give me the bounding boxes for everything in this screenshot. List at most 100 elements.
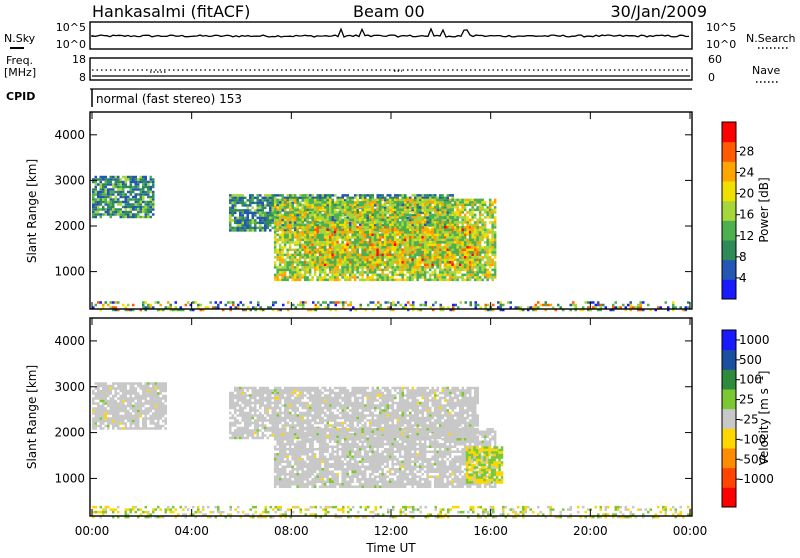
- velocity-colorbar-bin-1: [722, 467, 736, 488]
- x-tick-label-0: 00:00: [75, 524, 110, 538]
- velocity-colorbar-bin-7: [722, 349, 736, 370]
- velocity-colorbar-bin-5: [722, 389, 736, 410]
- velocity-ytick-label-1: 2000: [54, 426, 85, 440]
- power-colorbar-tick-label-6: 28: [739, 145, 754, 159]
- freq-unit: [MHz]: [4, 66, 36, 79]
- nave-label: Nave: [752, 64, 780, 77]
- station-title: Hankasalmi (fitACF): [92, 2, 250, 21]
- nsky-tick-top: 10^5: [56, 21, 86, 34]
- time-axis: 00:00 04:00 08:00 12:00 16:00 20:00 00:00: [75, 524, 708, 538]
- nave-tick-top: 60: [708, 53, 722, 66]
- power-colorbar-bin-8: [722, 122, 736, 143]
- velocity-colorbar-bin-6: [722, 369, 736, 390]
- x-tick-label-4: 16:00: [473, 524, 508, 538]
- nsearch-tick-top: 10^5: [706, 21, 736, 34]
- power-region-3-cells-0: [273, 198, 497, 282]
- power-colorbar-tick-label-5: 24: [739, 166, 754, 180]
- power-ytick-label-0: 1000: [54, 265, 85, 279]
- power-colorbar-frame: [721, 121, 737, 300]
- nave-tick-bottom: 0: [708, 71, 715, 84]
- power-region-3-cells-1: [273, 198, 497, 282]
- power-heatmap-data: [92, 175, 690, 312]
- velocity-colorbar-bin-0: [722, 487, 736, 508]
- velocity-colorbar-bracket: ]: [757, 371, 771, 376]
- nsky-panel-frame: [89, 21, 693, 50]
- x-tick-label-2: 08:00: [274, 524, 309, 538]
- velocity-colorbar-exponent: -1: [756, 375, 766, 384]
- power-region-4-cells-0: [92, 301, 687, 312]
- power-colorbar-tick-label-0: 4: [739, 271, 747, 285]
- velocity-region-1-cells-2: [241, 386, 457, 440]
- velocity-colorbar-bin-2: [722, 448, 736, 469]
- x-tick-label-6: 00:00: [673, 524, 708, 538]
- power-region-0-cells-3: [92, 175, 155, 219]
- velocity-colorbar-tick-label-5: -100: [739, 432, 766, 446]
- x-tick-label-1: 04:00: [174, 524, 209, 538]
- power-colorbar-bin-7: [722, 141, 736, 162]
- power-colorbar-bin-2: [722, 240, 736, 261]
- power-region-4-cells-7: [114, 301, 687, 312]
- velocity-heatmap-data: [92, 382, 692, 519]
- x-tick-label-3: 12:00: [374, 524, 409, 538]
- power-colorbar-bin-1: [722, 259, 736, 280]
- velocity-region-2-cells-1: [273, 428, 489, 488]
- nsky-label: N.Sky: [4, 32, 36, 45]
- power-ytick-label-3: 4000: [54, 128, 85, 142]
- power-colorbar-tick-label-4: 20: [739, 187, 754, 201]
- velocity-colorbar-tick-label-4: -25: [739, 412, 759, 426]
- power-colorbar-tick-label-1: 8: [739, 250, 747, 264]
- velocity-axes: 1000 2000 3000 4000: [54, 318, 692, 516]
- power-region-0-cells-1: [92, 175, 155, 219]
- power-colorbar: 4 8 12 16 20 24 28: [722, 122, 754, 300]
- velocity-colorbar: 1000 500 100 25 -25 -100 -500 -1000: [722, 330, 774, 508]
- power-colorbar-bin-5: [722, 181, 736, 202]
- x-tick-label-5: 20:00: [573, 524, 608, 538]
- velocity-colorbar-bin-3: [722, 428, 736, 449]
- power-colorbar-bin-6: [722, 161, 736, 182]
- velocity-colorbar-tick-label-6: -500: [739, 452, 766, 466]
- velocity-colorbar-tick-label-0: 1000: [739, 333, 770, 347]
- power-colorbar-bin-3: [722, 220, 736, 241]
- nsearch-tick-bottom: 10^0: [706, 38, 736, 51]
- power-axes: 1000 2000 3000 4000: [54, 112, 692, 309]
- velocity-colorbar-tick-label-2: 100: [739, 373, 762, 387]
- nsky-trace-line: [91, 27, 690, 38]
- power-colorbar-tick-label-2: 12: [739, 229, 754, 243]
- cpid-label: CPID: [6, 90, 35, 103]
- velocity-ytick-label-2: 3000: [54, 380, 85, 394]
- power-region-4-cells-2: [97, 301, 660, 312]
- freq-panel-frame: [89, 57, 693, 81]
- power-region-0-cells-2: [92, 175, 152, 219]
- velocity-region-3-cells-0: [465, 446, 504, 484]
- power-ytick-label-1: 2000: [54, 219, 85, 233]
- freq-tick-top: 18: [72, 53, 86, 66]
- beam-title: Beam 00: [353, 2, 425, 21]
- freq-label: Freq.: [6, 54, 33, 67]
- power-colorbar-label: Power [dB]: [757, 177, 771, 242]
- velocity-colorbar-frame: [721, 329, 737, 508]
- date-title: 30/Jan/2009: [610, 2, 707, 21]
- power-colorbar-bin-0: [722, 279, 736, 300]
- velocity-colorbar-label: Velocity [m s -1]: [756, 371, 771, 466]
- velocity-colorbar-bin-4: [722, 408, 736, 429]
- power-region-3-cells-3: [273, 198, 497, 282]
- power-region-3-cells-2: [273, 198, 497, 282]
- x-axis-label: Time UT: [365, 541, 416, 554]
- freq-tick-bottom: 8: [79, 71, 86, 84]
- velocity-colorbar-tick-label-1: 500: [739, 353, 762, 367]
- velocity-colorbar-tick-label-7: -1000: [739, 472, 774, 486]
- velocity-colorbar-bin-8: [722, 330, 736, 351]
- power-region-4-cells-6: [109, 301, 640, 312]
- power-colorbar-tick-label-3: 16: [739, 208, 754, 222]
- nsky-trace: [91, 27, 690, 38]
- velocity-region-3-cells-1: [465, 446, 504, 484]
- power-colorbar-bin-4: [722, 200, 736, 221]
- velocity-ylabel: Slant Range [km]: [25, 365, 39, 469]
- cpid-value: normal (fast stereo) 153: [96, 92, 242, 106]
- power-ylabel: Slant Range [km]: [25, 159, 39, 263]
- velocity-ytick-label-0: 1000: [54, 471, 85, 485]
- velocity-colorbar-label-text: Velocity [m s: [757, 388, 771, 465]
- velocity-ytick-label-3: 4000: [54, 334, 85, 348]
- velocity-colorbar-tick-label-3: 25: [739, 393, 754, 407]
